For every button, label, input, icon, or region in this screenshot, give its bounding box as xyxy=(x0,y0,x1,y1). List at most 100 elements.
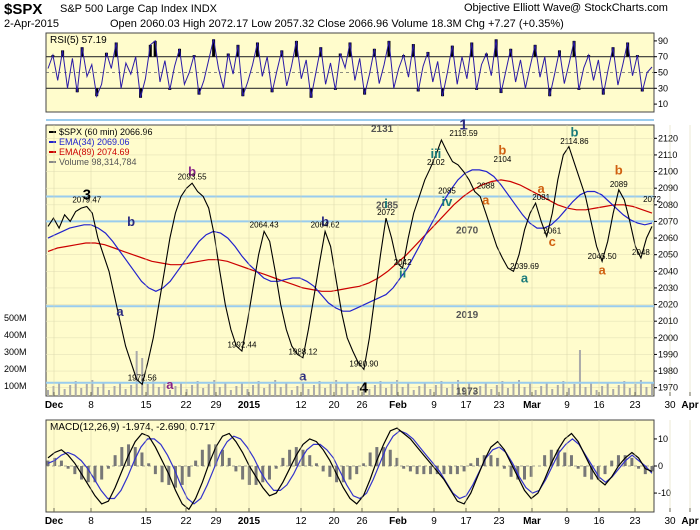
rsi-panel: 10 30 50 70 90 RSI(5) 57.19 xyxy=(46,35,668,109)
x-tick-label: 15 xyxy=(140,400,152,411)
price-tick-label: 2040 xyxy=(658,266,678,276)
price-tick-label: 2100 xyxy=(658,167,678,177)
x-tick-label: Mar xyxy=(523,400,541,411)
x-tick-label: Feb xyxy=(389,400,407,411)
price-level-label: 1980.90 xyxy=(349,360,378,369)
price-tick-label: 2080 xyxy=(658,200,678,210)
wave-label: 4 xyxy=(360,379,369,396)
rsi-line xyxy=(47,39,653,99)
x-tick-label: 16 xyxy=(593,516,605,527)
reference-level-label: 2019 xyxy=(456,310,479,321)
x-tick-label: 23 xyxy=(493,400,505,411)
wave-label: b xyxy=(570,124,578,139)
volume-axis-label: 100M xyxy=(4,381,27,391)
x-tick-label: 17 xyxy=(460,516,472,527)
price-line xyxy=(47,138,653,386)
x-tick-label: 30 xyxy=(664,400,676,411)
price-level-label: 2081 xyxy=(532,193,550,202)
x-tick-label: 23 xyxy=(629,400,641,411)
price-tick-label: 2070 xyxy=(658,216,678,226)
ema89-line xyxy=(47,179,653,292)
price-level-label: 2042 xyxy=(394,258,412,267)
price-tick-label: 2000 xyxy=(658,333,678,343)
index-exchange: INDX xyxy=(190,3,217,15)
x-tick-label: 8 xyxy=(88,400,94,411)
price-level-label: 2061 xyxy=(543,226,561,235)
wave-label: 3 xyxy=(83,186,91,203)
price-panel: 2131 2085 2070 2019 1973 1970 1980 1990 2000 2010… xyxy=(4,117,678,398)
price-level-label: 2093.55 xyxy=(178,172,207,181)
price-level-label: 2072 xyxy=(377,208,395,217)
reference-level-label: 1973 xyxy=(456,387,479,398)
x-tick-label: 29 xyxy=(210,516,222,527)
price-level-label: 2079.47 xyxy=(72,196,101,205)
wave-label: ii xyxy=(399,266,406,281)
header-ohlc: Open 2060.03 High 2072.17 Low 2057.32 Cl… xyxy=(110,18,564,30)
rsi-tick-label: 90 xyxy=(658,36,668,46)
price-tick-label: 2090 xyxy=(658,183,678,193)
x-tick-label: Dec xyxy=(45,516,64,527)
x-tick-label: 15 xyxy=(140,516,152,527)
x-tick-label: 9 xyxy=(564,516,570,527)
price-level-label: 2048 xyxy=(632,248,650,257)
price-level-label: 2064.62 xyxy=(311,220,340,229)
x-tick-label: 9 xyxy=(431,400,437,411)
x-tick-label: 16 xyxy=(593,400,605,411)
rsi-tick-label: 10 xyxy=(658,99,668,109)
x-tick-label: 2015 xyxy=(238,516,261,527)
legend-entry: EMA(89) 2074.69 xyxy=(59,147,130,157)
price-tick-label: 1990 xyxy=(658,349,678,359)
price-level-label: 2088 xyxy=(477,182,495,191)
price-tick-label: 1980 xyxy=(658,366,678,376)
price-level-label: 2039.69 xyxy=(510,262,539,271)
x-tick-label: 2015 xyxy=(238,400,261,411)
legend-entry: EMA(34) 2069.06 xyxy=(59,137,130,147)
wave-label: b xyxy=(615,163,623,178)
reference-level-label: 2070 xyxy=(456,225,479,236)
price-tick-label: 1970 xyxy=(658,383,678,393)
price-tick-label: 2010 xyxy=(658,316,678,326)
reference-level-label: 2085 xyxy=(376,200,399,211)
wave-label: iii xyxy=(430,146,441,161)
volume-axis-label: 400M xyxy=(4,330,27,340)
volume-axis-label: 500M xyxy=(4,313,27,323)
price-tick-label: 2060 xyxy=(658,233,678,243)
header-index-name: S&P 500 Large Cap Index INDX xyxy=(60,3,217,15)
price-tick-label: 2020 xyxy=(658,300,678,310)
wave-label: a xyxy=(166,377,174,392)
macd-title: MACD(12,26,9) -1.974, -2.690, 0.717 xyxy=(50,422,216,433)
price-level-label: 2104 xyxy=(493,155,511,164)
macd-panel: -10 0 10 MACD(12,26,9) -1.974, -2.690, 0.71… xyxy=(46,422,671,511)
price-level-label: 2089 xyxy=(610,180,628,189)
price-level-label: 2114.86 xyxy=(560,137,589,146)
x-tick-label: 26 xyxy=(356,400,368,411)
rsi-title: RSI(5) 57.19 xyxy=(50,35,107,46)
x-tick-label: 9 xyxy=(564,400,570,411)
x-tick-label: 23 xyxy=(493,516,505,527)
price-tick-label: 2050 xyxy=(658,250,678,260)
x-tick-label: 20 xyxy=(328,400,340,411)
x-tick-label: Feb xyxy=(389,516,407,527)
price-level-label: 1992.44 xyxy=(227,340,256,349)
x-axes: Dec 8 15 22 29 2015 12 20 26 Feb 9 17 23 Mar 9 16 23 30 Ap… xyxy=(45,125,699,527)
x-tick-label: 8 xyxy=(88,516,94,527)
wave-label: a xyxy=(299,369,307,384)
x-tick-label: 9 xyxy=(431,516,437,527)
x-tick-label: Dec xyxy=(45,400,64,411)
header-symbol: $SPX xyxy=(4,1,43,18)
macd-tick-label: 10 xyxy=(658,434,668,444)
x-tick-label: 22 xyxy=(180,400,192,411)
header-copyright: @ StockCharts.com xyxy=(570,2,668,14)
price-level-label: 2119.59 xyxy=(449,129,478,138)
price-panel-background xyxy=(45,124,655,397)
x-tick-label: 22 xyxy=(180,516,192,527)
rsi-tick-label: 30 xyxy=(658,83,668,93)
wave-label: a xyxy=(116,304,124,319)
legend-entry: $SPX (60 min) 2066.96 xyxy=(59,127,153,137)
macd-line xyxy=(47,427,653,511)
wave-label: b xyxy=(321,214,329,229)
price-level-label: 1972.56 xyxy=(128,373,157,382)
header-source: Objective Elliott Wave xyxy=(464,2,571,14)
